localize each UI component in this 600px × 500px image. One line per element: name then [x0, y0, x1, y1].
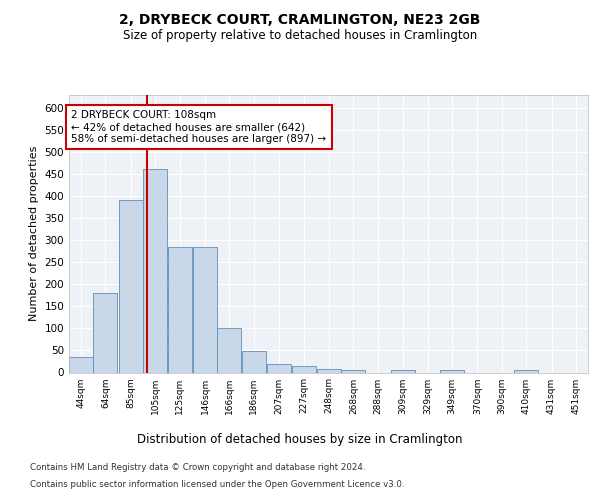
Bar: [193, 248, 217, 372]
Text: Size of property relative to detached houses in Cramlington: Size of property relative to detached ho…: [123, 29, 477, 42]
Bar: [217, 328, 241, 372]
Text: 2 DRYBECK COURT: 108sqm
← 42% of detached houses are smaller (642)
58% of semi-d: 2 DRYBECK COURT: 108sqm ← 42% of detache…: [71, 110, 326, 144]
Bar: [341, 370, 365, 372]
Text: Distribution of detached houses by size in Cramlington: Distribution of detached houses by size …: [137, 432, 463, 446]
Bar: [514, 370, 538, 372]
Bar: [242, 351, 266, 372]
Bar: [391, 370, 415, 372]
Bar: [69, 357, 93, 372]
Bar: [440, 370, 464, 372]
Bar: [292, 366, 316, 372]
Text: Contains public sector information licensed under the Open Government Licence v3: Contains public sector information licen…: [30, 480, 404, 489]
Bar: [167, 248, 191, 372]
Bar: [317, 368, 341, 372]
Text: Contains HM Land Registry data © Crown copyright and database right 2024.: Contains HM Land Registry data © Crown c…: [30, 464, 365, 472]
Text: 2, DRYBECK COURT, CRAMLINGTON, NE23 2GB: 2, DRYBECK COURT, CRAMLINGTON, NE23 2GB: [119, 12, 481, 26]
Bar: [94, 293, 118, 372]
Y-axis label: Number of detached properties: Number of detached properties: [29, 146, 39, 322]
Bar: [143, 169, 167, 372]
Bar: [268, 364, 291, 372]
Bar: [119, 200, 143, 372]
